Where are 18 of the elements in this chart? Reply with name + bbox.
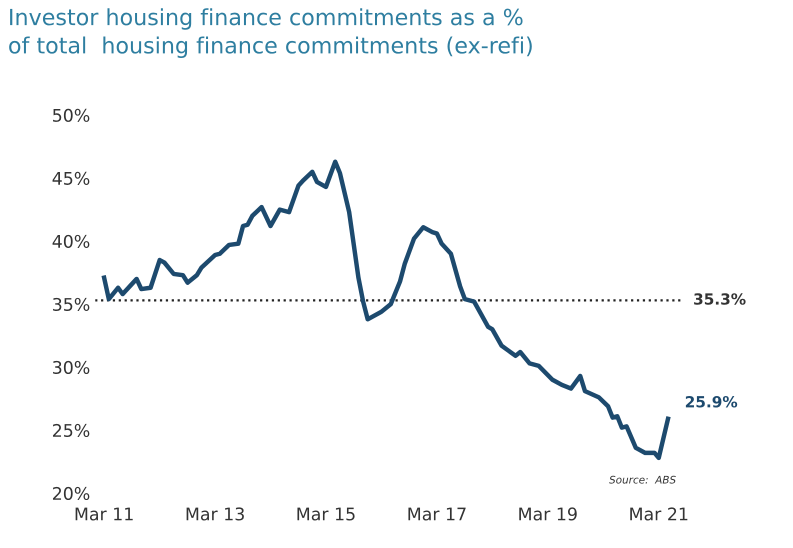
y-tick-label: 50% [53,108,90,122]
x-tick-label: Mar 13 [186,507,244,521]
x-tick-label: Mar 11 [76,508,133,521]
x-tick-label: Mar 15 [297,508,355,521]
y-tick-label: 20% [52,486,90,500]
y-tick-label: 30% [53,360,90,374]
chart-title: Investor housing finance commitments as a % of total housing finance commitments (ex-refi) [9,8,532,58]
annotation: 25.9% [686,396,738,408]
y-tick-label: 25% [52,424,90,438]
x-tick-label: Mar 19 [519,507,577,521]
annotation: Source: ABS [609,476,676,484]
y-tick-label: 45% [52,172,90,185]
x-tick-label: Mar 17 [408,508,466,521]
x-tick-label: Mar 21 [630,507,688,521]
y-tick-label: 35% [53,298,90,311]
line-series [102,159,670,460]
y-tick-label: 40% [52,234,90,248]
ref-line-label: 35.3% [694,293,746,305]
